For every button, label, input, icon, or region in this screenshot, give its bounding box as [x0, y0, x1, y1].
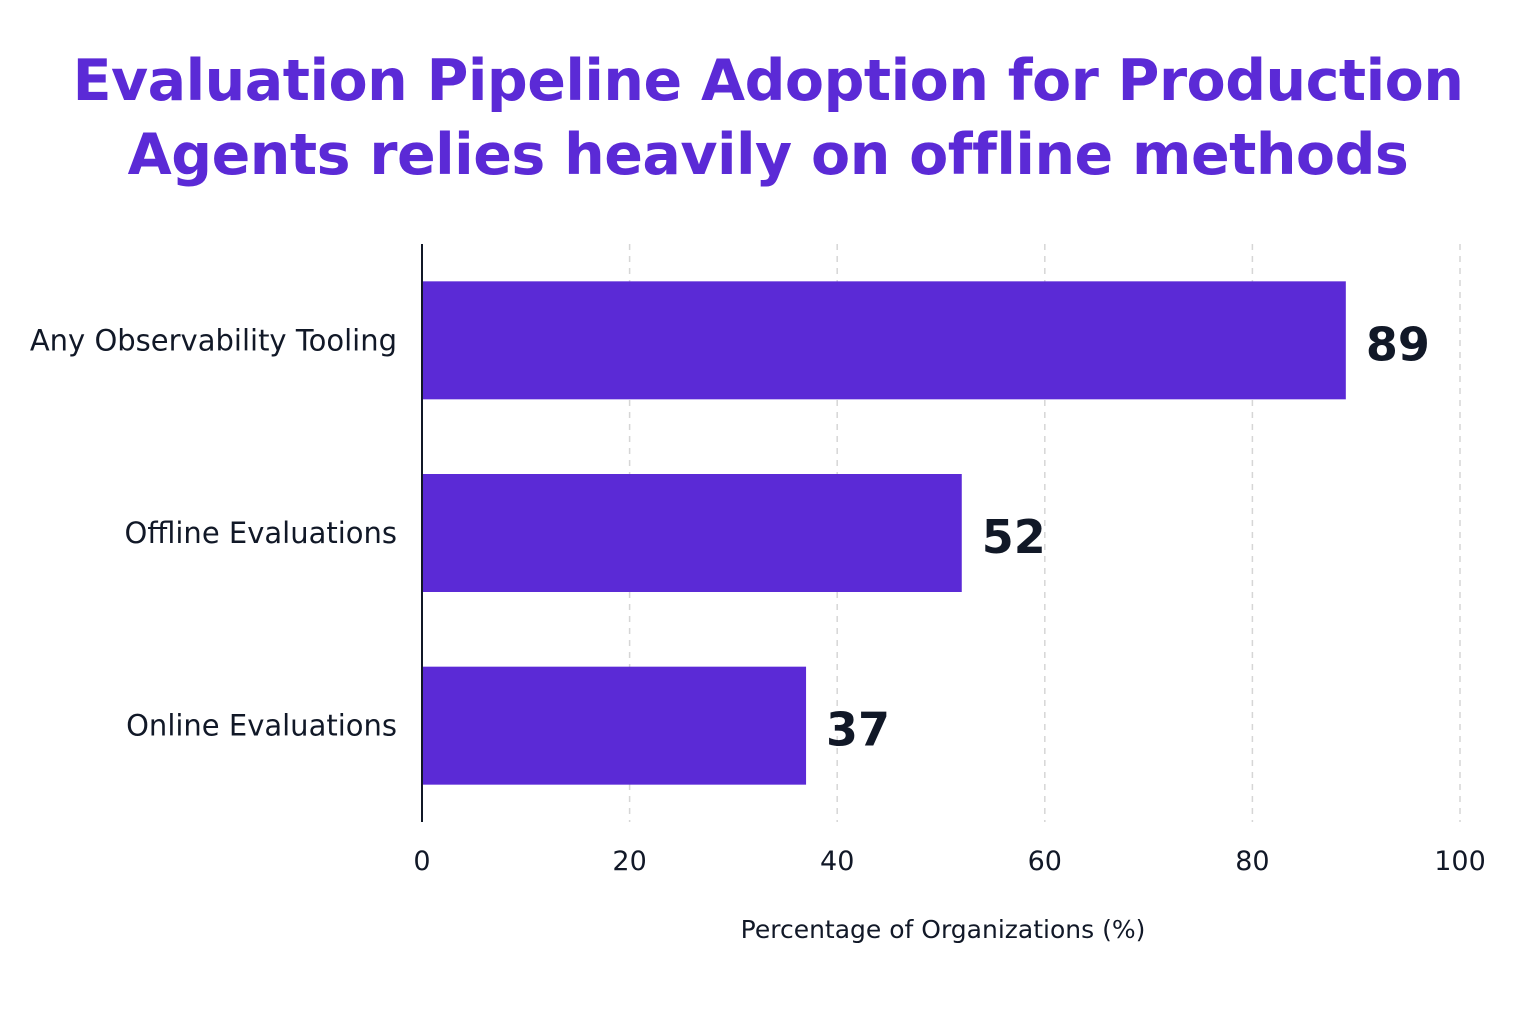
x-tick-label-20: 20	[612, 846, 646, 877]
bar-1	[422, 474, 962, 592]
x-tick-label-0: 0	[413, 846, 430, 877]
value-label-0: 89	[1366, 317, 1430, 371]
category-label-2: Online Evaluations	[126, 709, 397, 743]
bars	[422, 281, 1346, 785]
x-axis-label: Percentage of Organizations (%)	[741, 915, 1146, 944]
x-tick-label-40: 40	[820, 846, 854, 877]
chart-title-line-1: Evaluation Pipeline Adoption for Product…	[72, 48, 1464, 114]
x-tick-label-60: 60	[1028, 846, 1062, 877]
value-label-2: 37	[826, 703, 890, 757]
labels: 0 20 40 60 80 100 Any Observability Tooling 89 O…	[30, 317, 1486, 944]
value-label-1: 52	[982, 510, 1046, 564]
x-tick-label-100: 100	[1434, 846, 1486, 877]
bar-0	[422, 281, 1346, 400]
bar-2	[422, 666, 807, 785]
category-label-1: Offline Evaluations	[125, 516, 397, 550]
chart-title: Evaluation Pipeline Adoption for Product…	[0, 44, 1536, 192]
x-tick-label-80: 80	[1235, 846, 1269, 877]
category-label-0: Any Observability Tooling	[30, 323, 397, 357]
chart-title-line-2: Agents relies heavily on offline methods	[127, 122, 1409, 188]
